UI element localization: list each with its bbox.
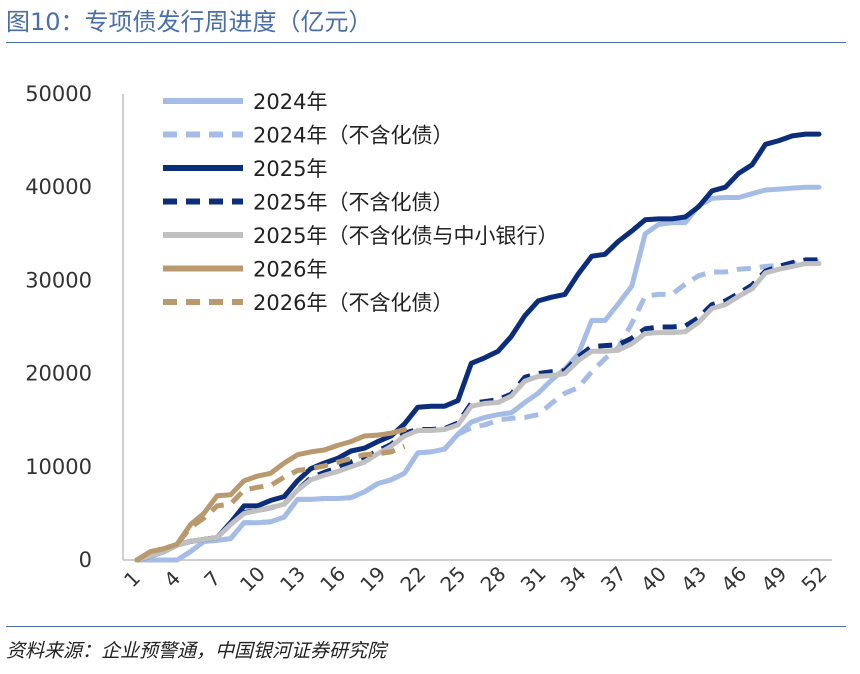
legend: 2024年 2024年（不含化债） 2025年 2025年（不含化债） 2025年（不含… [163,90,558,315]
x-tick-label: 34 [556,562,591,597]
x-tick-label: 7 [199,566,225,592]
x-tick-label: 52 [797,562,832,597]
x-tick-label: 37 [596,562,631,597]
legend-label: 2024年（不含化债） [253,124,453,148]
series-line [134,131,822,563]
series-line [134,261,822,563]
series-lines [134,131,822,563]
series-line [135,443,406,563]
legend-label: 2025年（不含化债） [253,191,453,215]
x-tick-label: 28 [476,562,511,597]
y-tick-label: 40000 [25,175,92,199]
footer-rule [6,626,846,627]
legend-label: 2024年 [253,90,327,114]
legend-label: 2026年 [253,258,327,282]
x-tick-label: 10 [235,562,270,597]
legend-label: 2026年（不含化债） [253,291,453,315]
y-tick-label: 10000 [25,455,92,479]
legend-label: 2025年（不含化债与中小银行） [253,224,558,248]
x-tick-label: 19 [355,562,390,597]
x-tick-label: 1 [119,566,145,592]
title-rule [6,42,846,43]
y-tick-label: 0 [79,548,92,572]
y-tick-label: 20000 [25,362,92,386]
x-tick-label: 43 [676,562,711,597]
x-tick-label: 22 [395,562,430,597]
x-tick-label: 31 [516,562,551,597]
x-tick-label: 46 [716,562,751,597]
figure-title: 图10：专项债发行周进度（亿元） [6,8,373,36]
legend-label: 2025年 [253,157,327,181]
x-tick-label: 13 [275,562,310,597]
source-note: 资料来源：企业预警通，中国银河证券研究院 [6,640,387,662]
x-tick-label: 4 [159,566,185,592]
y-tick-label: 30000 [25,268,92,292]
x-tick-label: 49 [756,562,791,597]
y-tick-label: 50000 [25,82,92,106]
x-tick-label: 16 [315,562,350,597]
x-tick-label: 40 [636,562,671,597]
x-tick-label: 25 [436,562,471,597]
series-line [137,259,820,563]
